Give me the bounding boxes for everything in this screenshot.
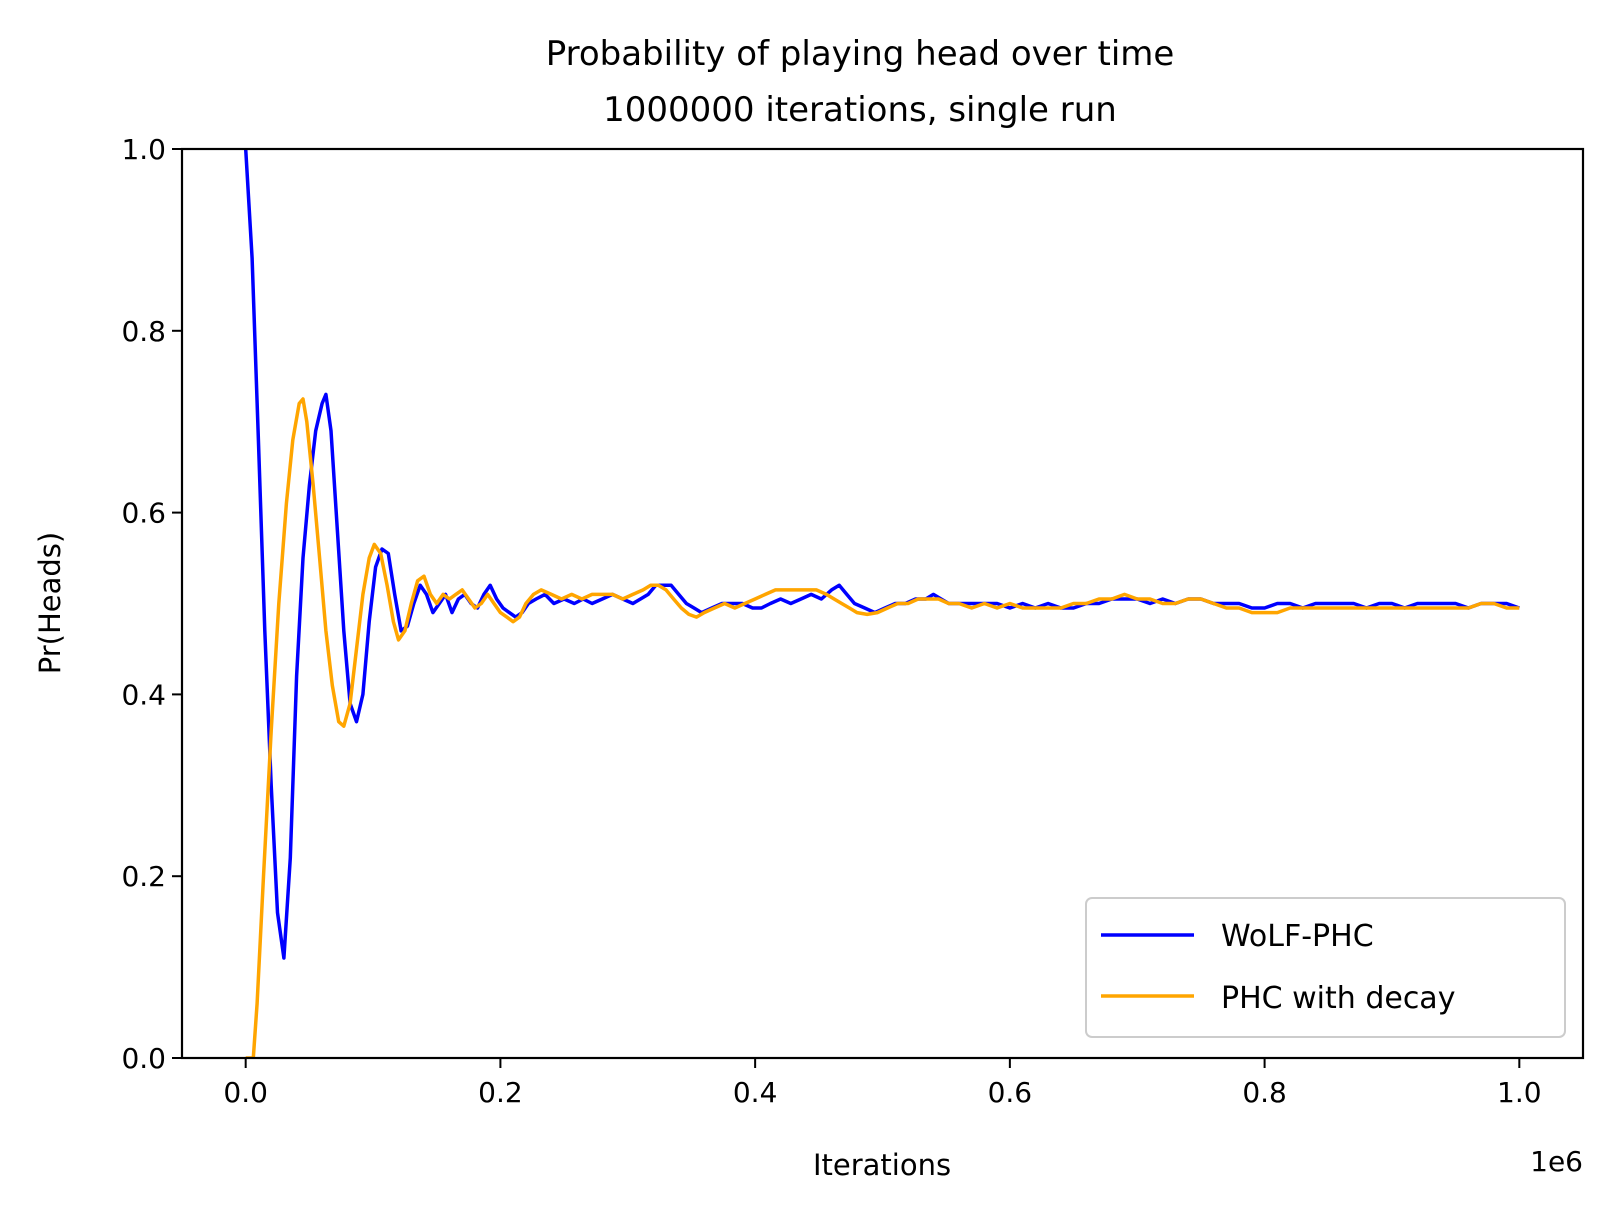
legend-label-phc-with-decay: PHC with decay	[1221, 981, 1455, 1016]
y-tick-label: 0.2	[121, 860, 166, 893]
y-tick-label: 0.8	[121, 315, 166, 348]
series-layer	[243, 149, 1520, 1058]
x-tick-label: 0.8	[1242, 1076, 1287, 1109]
y-tick-label: 0.0	[121, 1042, 166, 1075]
y-axis-ticks: 0.0 0.2 0.4 0.6 0.8 1.0	[121, 133, 182, 1075]
x-axis-label: Iterations	[813, 1148, 951, 1182]
x-tick-label: 1.0	[1497, 1076, 1542, 1109]
y-axis-label: Pr(Heads)	[33, 532, 67, 674]
x-axis-ticks: 0.0 0.2 0.4 0.6 0.8 1.0	[223, 1058, 1542, 1109]
chart-subtitle: 1000000 iterations, single run	[603, 90, 1117, 130]
x-tick-label: 0.2	[478, 1076, 523, 1109]
x-tick-label: 0.6	[988, 1076, 1033, 1109]
x-axis-offset-label: 1e6	[1530, 1145, 1583, 1178]
plot-area-frame	[180, 147, 1585, 1060]
y-tick-label: 0.4	[121, 678, 166, 711]
y-tick-label: 1.0	[121, 133, 166, 166]
series-line-wolf-phc	[243, 149, 1520, 960]
y-tick-label: 0.6	[121, 497, 166, 530]
x-tick-label: 0.0	[223, 1076, 268, 1109]
legend: WoLF-PHC PHC with decay	[1085, 897, 1566, 1038]
legend-box	[1085, 897, 1566, 1038]
series-line-phc-with-decay	[245, 397, 1520, 1058]
legend-label-wolf-phc: WoLF-PHC	[1221, 919, 1374, 954]
x-tick-label: 0.4	[733, 1076, 778, 1109]
chart-title: Probability of playing head over time	[546, 34, 1175, 74]
